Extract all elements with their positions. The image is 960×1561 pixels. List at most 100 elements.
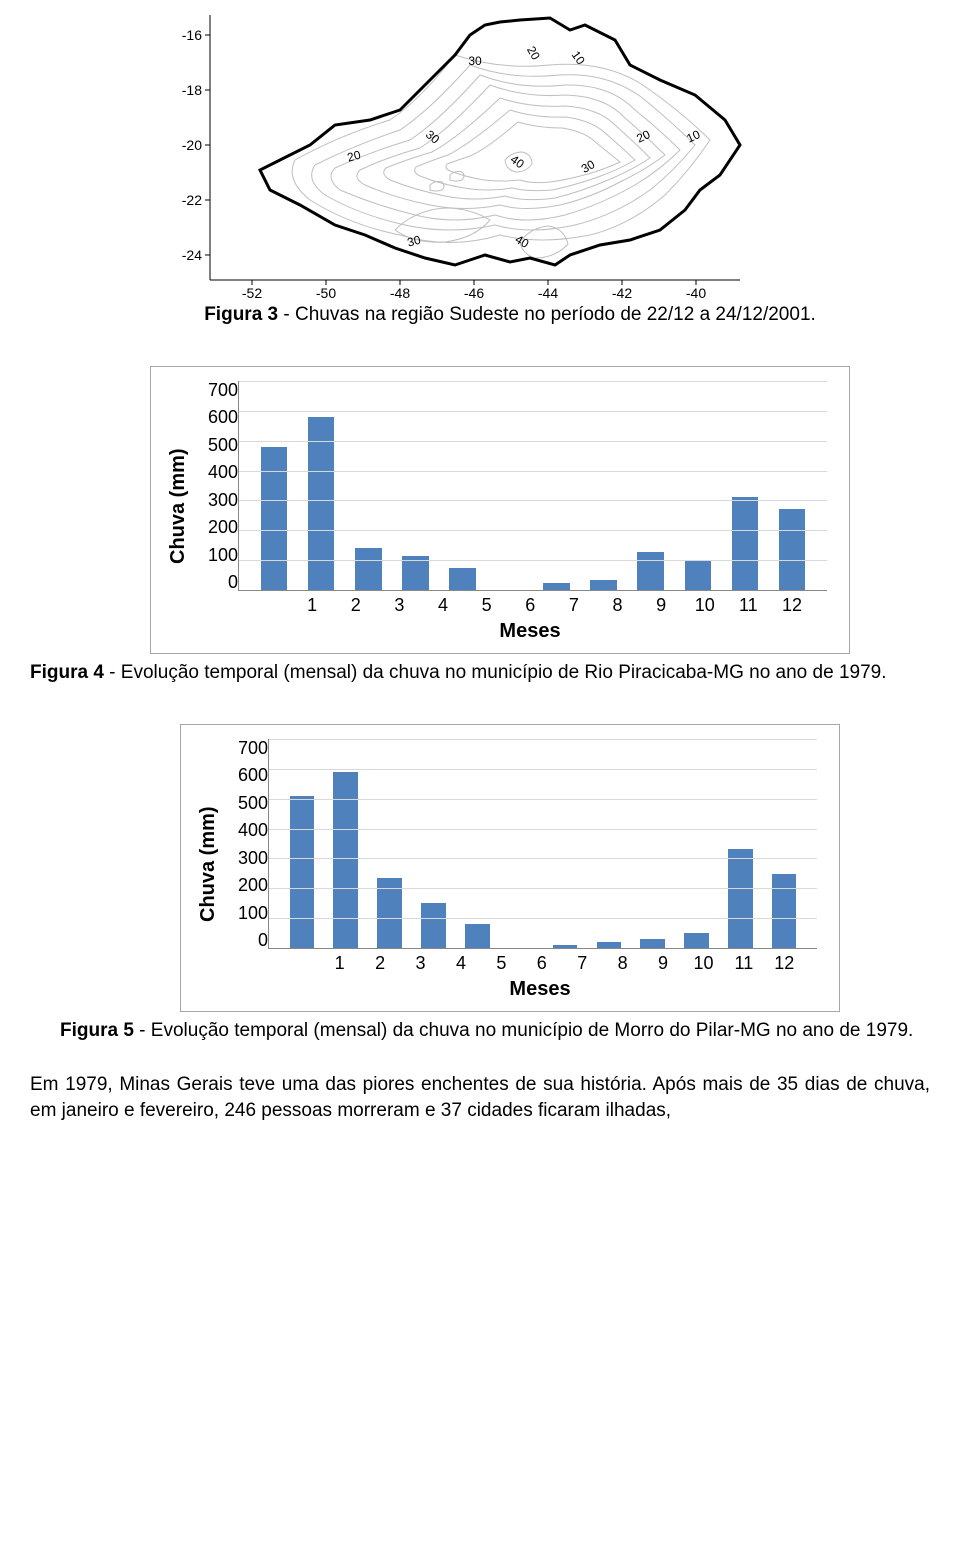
- chart5-box: Chuva (mm) 7006005004003002001000 123456…: [180, 724, 840, 1012]
- chart4-xtick: 6: [508, 591, 552, 616]
- chart5-bar-slot: [631, 739, 675, 948]
- chart5-ylabel: Chuva (mm): [193, 739, 224, 949]
- chart5-xtick: 7: [562, 949, 602, 974]
- chart5-bar: [728, 849, 753, 948]
- chart4-ytick: 200: [194, 518, 238, 536]
- chart5-bar-slot: [675, 739, 719, 948]
- chart5-bar: [421, 903, 446, 948]
- chart4-xtick: 5: [465, 591, 509, 616]
- chart4-bar: [732, 497, 758, 590]
- chart5-xlabel: Meses: [263, 978, 817, 1001]
- figure4-caption-rest: - Evolução temporal (mensal) da chuva no…: [104, 662, 887, 683]
- figure5-caption-rest: - Evolução temporal (mensal) da chuva no…: [134, 1020, 913, 1041]
- chart5-bar-slot: [718, 739, 762, 948]
- figure5-caption-bold: Figura 5: [60, 1020, 134, 1041]
- chart4-xtick: 3: [378, 591, 422, 616]
- chart5-bar: [684, 933, 709, 948]
- chart5-bar-slot: [455, 739, 499, 948]
- chart4-ytick: 0: [194, 573, 238, 591]
- chart5-bar-slot: [499, 739, 543, 948]
- chart5-bar-slot: [368, 739, 412, 948]
- chart4-box: Chuva (mm) 7006005004003002001000 123456…: [150, 366, 850, 654]
- chart5-xtick: 1: [319, 949, 359, 974]
- chart5-xtick: 3: [400, 949, 440, 974]
- chart4-ytick: 700: [194, 381, 238, 399]
- chart4-bar-slot: [721, 381, 768, 590]
- chart4-xtick: 12: [770, 591, 814, 616]
- chart4-xtick: 10: [683, 591, 727, 616]
- chart5-bar-slot: [411, 739, 455, 948]
- chart5-bar-slot: [587, 739, 631, 948]
- svg-text:20: 20: [346, 148, 363, 165]
- figure3-caption-bold: Figura 3: [204, 304, 278, 325]
- chart5-ytick: 500: [224, 794, 268, 812]
- svg-text:-44: -44: [538, 285, 558, 300]
- svg-text:-48: -48: [390, 285, 410, 300]
- svg-text:-52: -52: [242, 285, 262, 300]
- chart4-ylabel: Chuva (mm): [163, 381, 194, 591]
- svg-text:-42: -42: [612, 285, 632, 300]
- chart4-bar: [590, 580, 616, 590]
- chart4-bar: [685, 560, 711, 590]
- chart4-xtick: 11: [727, 591, 771, 616]
- svg-text:20: 20: [524, 44, 543, 63]
- chart5-xtick: 11: [724, 949, 764, 974]
- chart4-bar: [355, 548, 381, 590]
- chart4-xtick: 1: [290, 591, 334, 616]
- chart4-ytick: 600: [194, 408, 238, 426]
- chart5-bar: [290, 796, 315, 948]
- svg-text:40: 40: [513, 232, 532, 251]
- chart5-xtick: 10: [683, 949, 723, 974]
- chart4-ytick: 500: [194, 436, 238, 454]
- chart4-bar: [543, 583, 569, 590]
- chart4-bar: [779, 509, 805, 590]
- chart5-ytick: 600: [224, 766, 268, 784]
- svg-text:-24: -24: [182, 247, 202, 263]
- chart4-xtick: 7: [552, 591, 596, 616]
- chart4-ytick: 400: [194, 463, 238, 481]
- chart5-xtick: 5: [481, 949, 521, 974]
- svg-text:20: 20: [634, 127, 652, 145]
- svg-text:30: 30: [468, 54, 482, 68]
- chart4-bar: [449, 568, 475, 590]
- chart4-bar-slot: [674, 381, 721, 590]
- chart5-ytick: 700: [224, 739, 268, 757]
- chart4-xtick: 8: [596, 591, 640, 616]
- chart5-xtick: 12: [764, 949, 804, 974]
- chart4-bar-slot: [298, 381, 345, 590]
- chart4-bar: [308, 417, 334, 590]
- chart4-bar-slot: [627, 381, 674, 590]
- svg-text:-16: -16: [182, 27, 202, 43]
- chart5-bar-slot: [543, 739, 587, 948]
- chart5-plot: [268, 739, 817, 949]
- chart4-bar-slot: [486, 381, 533, 590]
- svg-text:-46: -46: [464, 285, 484, 300]
- svg-text:30: 30: [406, 233, 423, 250]
- chart4-ytick: 100: [194, 546, 238, 564]
- chart5-xtick: 2: [360, 949, 400, 974]
- chart4-xtick: 9: [639, 591, 683, 616]
- chart4-xtick: 4: [421, 591, 465, 616]
- svg-text:-18: -18: [182, 82, 202, 98]
- chart4-bar-slot: [251, 381, 298, 590]
- chart4-bar: [637, 552, 663, 590]
- chart4-bar-slot: [439, 381, 486, 590]
- chart5-ytick: 300: [224, 849, 268, 867]
- chart4-bar-slot: [392, 381, 439, 590]
- chart5-bar: [553, 945, 578, 948]
- figure4-caption: Figura 4 - Evolução temporal (mensal) da…: [30, 662, 930, 684]
- chart5-bar-slot: [762, 739, 806, 948]
- chart5-xticks: 123456789101112: [307, 949, 817, 974]
- chart5-yticks: 7006005004003002001000: [224, 739, 268, 949]
- chart5-xtick: 4: [441, 949, 481, 974]
- chart4-plot: [238, 381, 827, 591]
- svg-text:-50: -50: [316, 285, 336, 300]
- body-paragraph: Em 1979, Minas Gerais teve uma das piore…: [30, 1072, 930, 1123]
- figure3-caption: Figura 3 - Chuvas na região Sudeste no p…: [90, 304, 930, 326]
- chart4-bar-slot: [768, 381, 815, 590]
- chart5-bar: [465, 924, 490, 948]
- chart5-ytick: 200: [224, 876, 268, 894]
- chart4-xticks: 123456789101112: [277, 591, 827, 616]
- chart5-xtick: 8: [602, 949, 642, 974]
- svg-text:-40: -40: [686, 285, 706, 300]
